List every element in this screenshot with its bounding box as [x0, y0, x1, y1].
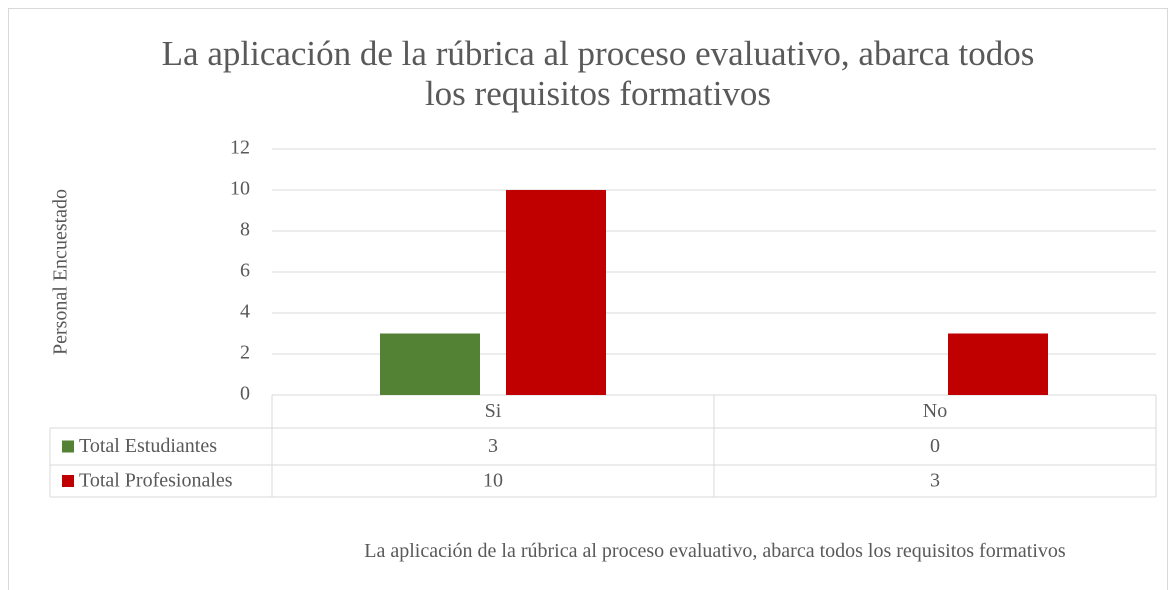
y-tick-label: 4: [240, 301, 250, 323]
y-tick-label: 8: [240, 219, 250, 241]
bar: [948, 333, 1048, 395]
y-axis-label: Personal Encuestado: [50, 189, 72, 355]
y-tick-label: 12: [230, 137, 250, 159]
bar: [380, 333, 480, 395]
x-axis-label: La aplicación de la rúbrica al proceso e…: [364, 540, 1066, 562]
chart-border: [8, 8, 1168, 590]
legend-key: [62, 475, 74, 487]
table-value: 3: [930, 470, 940, 492]
legend-label: Total Profesionales: [79, 470, 233, 492]
table-value: 3: [488, 435, 498, 457]
table-value: 10: [483, 470, 503, 492]
y-tick-label: 0: [240, 383, 250, 405]
y-tick-label: 6: [240, 260, 250, 282]
bar: [506, 190, 606, 395]
y-tick-label: 2: [240, 342, 250, 364]
x-tick-label: No: [923, 400, 947, 422]
y-tick-label: 10: [230, 178, 250, 200]
x-tick-label: Si: [485, 400, 502, 422]
legend-key: [62, 440, 74, 453]
table-value: 0: [930, 435, 940, 457]
chart-title: La aplicación de la rúbrica al proceso e…: [161, 34, 1035, 113]
legend-label: Total Estudiantes: [79, 435, 217, 457]
